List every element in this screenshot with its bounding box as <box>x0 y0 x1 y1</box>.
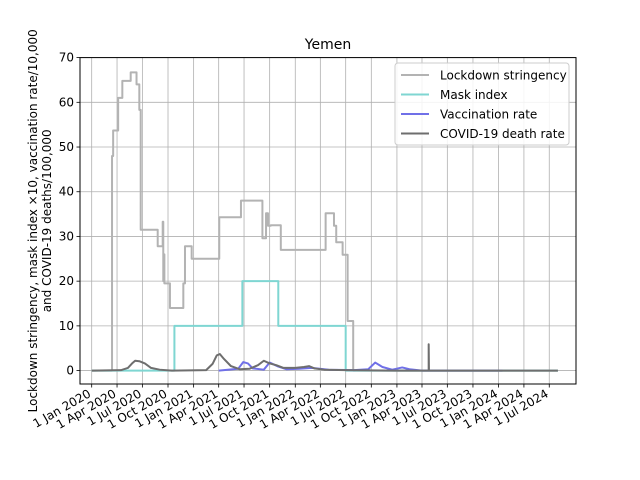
y-tick-label: 40 <box>59 185 74 199</box>
series-line-0 <box>91 71 558 372</box>
plot-frame <box>79 57 577 385</box>
legend-label: COVID-19 death rate <box>440 127 565 141</box>
y-tick-label: 20 <box>59 274 74 288</box>
y-tick-label: 70 <box>59 51 74 65</box>
y-tick-label: 60 <box>59 95 74 109</box>
series-line-1 <box>91 280 558 372</box>
y-tick-label: 10 <box>59 319 74 333</box>
series-lines <box>91 71 558 372</box>
y-axis-label-line-1: Lockdown stringency, mask index ×10, vac… <box>26 29 40 412</box>
legend: Lockdown stringency Mask index Vaccination… <box>394 62 570 146</box>
legend-label: Vaccination rate <box>440 108 537 122</box>
y-axis-label-line-2: and COVID-19 deaths/100,000 <box>40 129 54 312</box>
legend-box <box>394 62 570 146</box>
legend-label: Lockdown stringency <box>440 69 567 83</box>
y-tick-label: 30 <box>59 229 74 243</box>
y-axis-ticks: 0 10 20 30 40 50 60 70 <box>59 51 80 378</box>
legend-label: Mask index <box>440 88 508 102</box>
series-line-3 <box>91 343 558 372</box>
y-tick-label: 50 <box>59 140 74 154</box>
chart-title: Yemen <box>304 37 351 53</box>
y-axis-label: Lockdown stringency, mask index ×10, vac… <box>26 29 54 412</box>
y-tick-label: 0 <box>66 364 74 378</box>
